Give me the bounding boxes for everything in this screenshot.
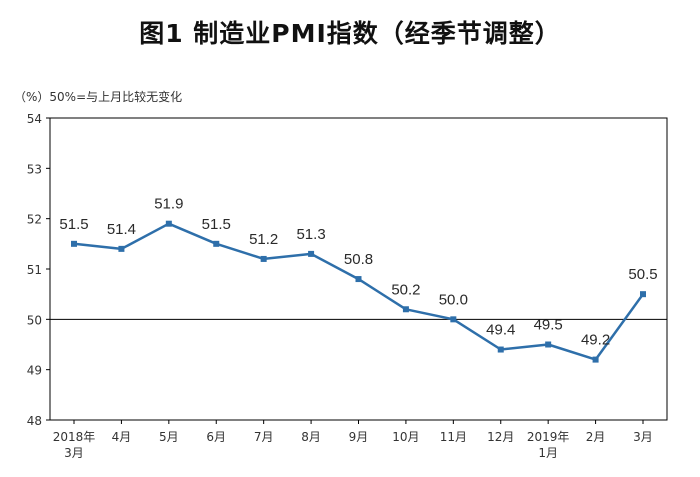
data-point-marker xyxy=(355,276,362,283)
x-tick-label: 12月 xyxy=(487,430,514,444)
data-point-marker xyxy=(118,245,125,252)
data-point-marker xyxy=(213,240,220,247)
data-label: 51.4 xyxy=(107,221,136,238)
y-tick-label: 49 xyxy=(27,364,42,378)
data-point-marker xyxy=(592,356,599,363)
data-label: 51.3 xyxy=(296,226,325,243)
x-tick-label: 5月 xyxy=(159,430,179,444)
x-tick-label: 6月 xyxy=(206,430,226,444)
x-tick-label: 9月 xyxy=(349,430,369,444)
data-label: 50.8 xyxy=(344,251,373,268)
y-tick-label: 52 xyxy=(27,213,42,227)
y-tick-label: 48 xyxy=(27,414,42,428)
x-tick-label: 11月 xyxy=(440,430,467,444)
data-point-marker xyxy=(450,316,457,323)
y-tick-label: 53 xyxy=(27,162,42,176)
x-tick-label: 3月 xyxy=(633,430,653,444)
x-tick-label: 1月 xyxy=(538,446,558,460)
data-point-marker xyxy=(497,346,504,353)
chart-title: 图1 制造业PMI指数（经季节调整） xyxy=(139,19,561,48)
data-label: 49.5 xyxy=(534,317,563,334)
plot-frame xyxy=(49,117,668,421)
x-tick-label: 2019年 xyxy=(527,430,570,444)
data-label: 50.2 xyxy=(391,281,420,298)
x-tick-label: 10月 xyxy=(392,430,419,444)
data-point-marker xyxy=(308,250,315,257)
y-tick-label: 51 xyxy=(27,263,42,277)
series-line xyxy=(73,222,645,361)
data-point-marker xyxy=(640,291,646,298)
data-label: 51.5 xyxy=(202,216,231,233)
x-tick-label: 2月 xyxy=(586,430,606,444)
data-point-marker xyxy=(71,240,77,247)
y-tick-label: 50 xyxy=(27,313,42,327)
data-label: 51.2 xyxy=(249,231,278,248)
x-tick-label: 3月 xyxy=(64,446,84,460)
unit-note: （%）50%=与上月比较无变化 xyxy=(14,89,182,104)
x-tick-label: 8月 xyxy=(301,430,321,444)
data-point-marker xyxy=(165,220,172,227)
data-point-marker xyxy=(545,341,552,348)
data-label: 50.5 xyxy=(628,266,657,283)
x-tick-label: 4月 xyxy=(112,430,132,444)
x-tick-label: 7月 xyxy=(254,430,274,444)
data-label: 51.9 xyxy=(154,196,183,213)
data-point-marker xyxy=(402,306,409,313)
data-label: 51.5 xyxy=(59,216,88,233)
x-tick-label: 2018年 xyxy=(53,430,96,444)
data-label: 50.0 xyxy=(439,291,468,308)
data-label: 49.4 xyxy=(486,322,515,339)
data-point-marker xyxy=(260,255,267,262)
data-label: 49.2 xyxy=(581,332,610,349)
y-tick-label: 54 xyxy=(27,112,42,126)
